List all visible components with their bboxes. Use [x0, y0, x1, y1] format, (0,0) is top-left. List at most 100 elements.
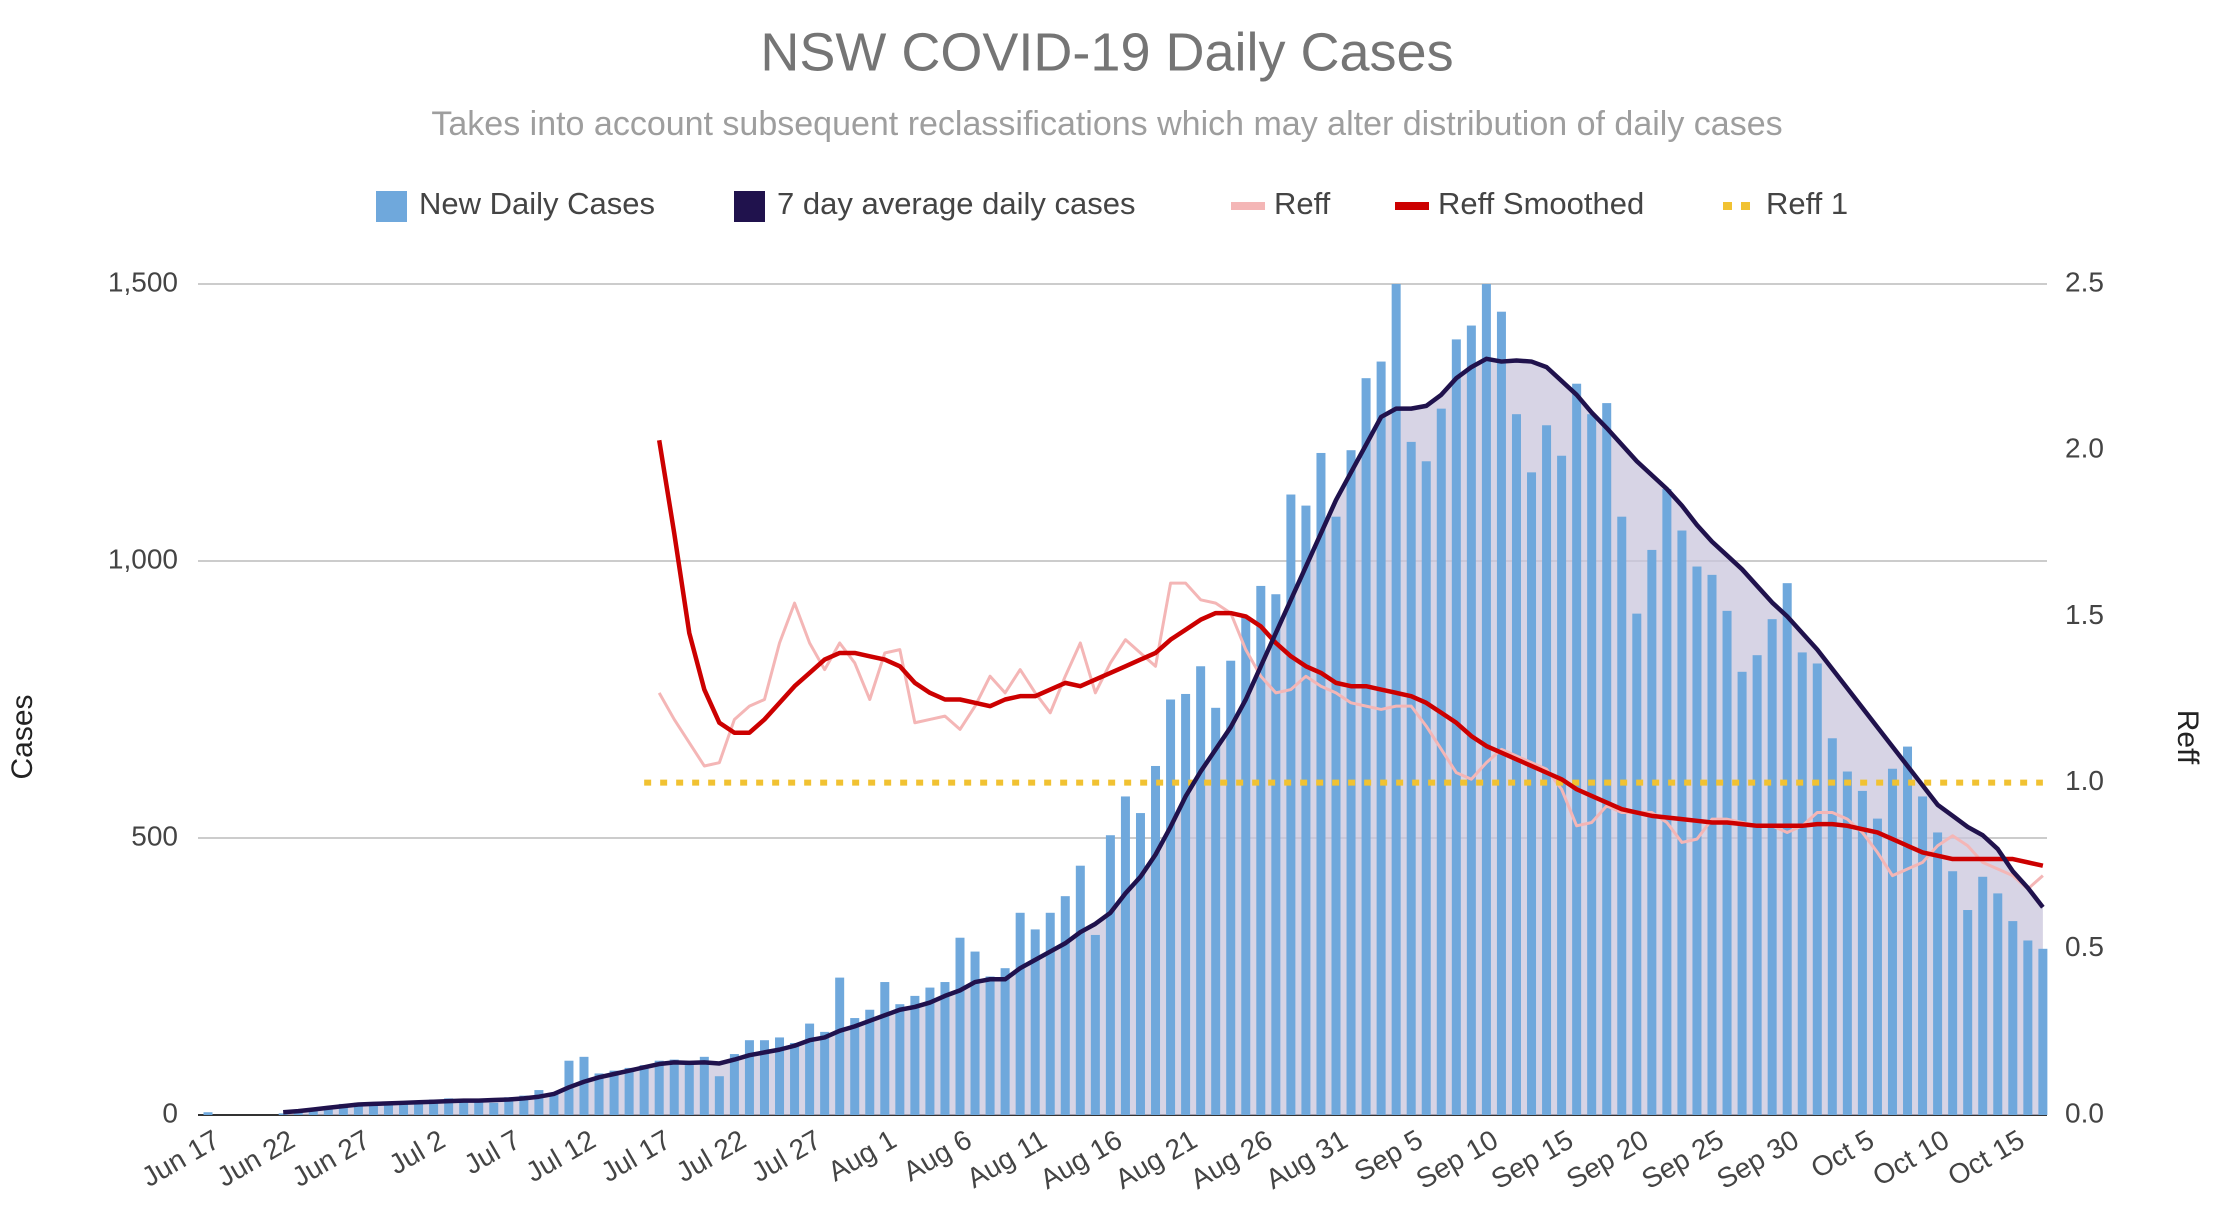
bar [1692, 566, 1702, 1115]
x-tick-label: Oct 10 [1867, 1124, 1954, 1192]
bar [1090, 934, 1100, 1115]
bar [459, 1100, 469, 1115]
bar [1602, 403, 1612, 1115]
line [283, 356, 2045, 1115]
x-tick-label: Jul 17 [596, 1124, 676, 1188]
bar [429, 1099, 439, 1115]
bar [1617, 516, 1627, 1115]
bar [1120, 796, 1130, 1115]
line [657, 581, 2044, 891]
bar [1075, 865, 1085, 1115]
bar [474, 1101, 484, 1115]
x-tick-label: Jun 27 [287, 1124, 375, 1193]
bar [1181, 693, 1191, 1115]
x-tick-label: Aug 21 [1110, 1124, 1202, 1195]
bar [1060, 896, 1070, 1115]
bar [684, 1062, 694, 1115]
bar [1722, 610, 1732, 1115]
bar [1827, 738, 1837, 1115]
bar [669, 1059, 679, 1115]
y2-tick-label: 0.0 [2065, 1097, 2104, 1128]
bar [534, 1090, 544, 1115]
y2-tick-label: 1.0 [2065, 765, 2104, 796]
bar [1872, 818, 1882, 1115]
bar [639, 1065, 649, 1115]
bar [399, 1101, 409, 1115]
y-tick-label: 0 [162, 1097, 178, 1128]
bar [865, 1009, 875, 1115]
bar [1151, 765, 1161, 1115]
bar [805, 1023, 815, 1115]
bar [1241, 616, 1251, 1115]
legend-swatch [734, 191, 765, 222]
bar [1496, 311, 1506, 1115]
bar [1361, 378, 1371, 1115]
bar [790, 1042, 800, 1115]
y2-tick-label: 0.5 [2065, 931, 2104, 962]
x-tick-label: Jul 12 [520, 1124, 600, 1188]
bar [1166, 699, 1176, 1115]
bar [1436, 408, 1446, 1115]
x-tick-label: Sep 30 [1712, 1124, 1804, 1195]
bar [1857, 790, 1867, 1115]
x-tick-label: Jul 22 [671, 1124, 751, 1188]
bar [1391, 284, 1401, 1115]
bar [1271, 594, 1281, 1115]
bar [353, 1102, 363, 1115]
x-tick-label: Jul 27 [746, 1124, 826, 1188]
x-tick-label: Jul 2 [384, 1124, 451, 1180]
x-tick-label: Sep 20 [1561, 1124, 1653, 1195]
x-tick-label: Sep 10 [1411, 1124, 1503, 1195]
bar [1466, 325, 1476, 1115]
bar [1226, 660, 1236, 1115]
bar [1737, 671, 1747, 1115]
bar [1406, 441, 1416, 1115]
bar [1752, 655, 1762, 1115]
bar [880, 982, 890, 1115]
legend-label: New Daily Cases [419, 186, 655, 221]
legend-label: 7 day average daily cases [777, 186, 1135, 221]
y-axis-title: Cases [6, 694, 39, 779]
bar [549, 1092, 559, 1115]
x-tick-label: Jun 17 [136, 1124, 224, 1193]
legend-swatch [376, 191, 407, 222]
bar [1812, 663, 1822, 1115]
bar [940, 982, 950, 1115]
x-tick-label: Sep 25 [1636, 1124, 1728, 1195]
bar [699, 1056, 709, 1115]
bar [895, 1004, 905, 1115]
x-tick-label: Jun 22 [212, 1124, 300, 1193]
bar [489, 1102, 499, 1115]
bar [1030, 929, 1040, 1115]
x-tick-label: Oct 15 [1943, 1124, 2030, 1192]
bar [1767, 619, 1777, 1115]
bar [1572, 383, 1582, 1116]
bar [1045, 912, 1055, 1115]
bar [729, 1054, 739, 1115]
legend-label: Reff [1274, 186, 1331, 221]
bar [1632, 613, 1642, 1115]
bar [1677, 530, 1687, 1115]
x-tick-label: Aug 31 [1260, 1124, 1352, 1195]
bar [1256, 585, 1266, 1115]
y2-axis-title: Reff [2171, 710, 2204, 765]
bar [925, 987, 935, 1115]
bar [609, 1070, 619, 1115]
bar [820, 1031, 830, 1115]
x-tick-label: Jul 7 [459, 1124, 526, 1180]
bar [444, 1098, 454, 1115]
bar [519, 1095, 529, 1115]
bar [1286, 494, 1296, 1115]
bar [835, 977, 845, 1115]
bar [970, 951, 980, 1115]
bar [1978, 876, 1988, 1115]
area [283, 358, 2043, 1115]
bar [1481, 284, 1491, 1115]
bar [1421, 461, 1431, 1115]
bar [1662, 488, 1672, 1116]
legend-label: Reff Smoothed [1438, 186, 1644, 221]
bar [1451, 339, 1461, 1115]
y2-tick-label: 1.5 [2065, 599, 2104, 630]
bar [1993, 893, 2003, 1115]
